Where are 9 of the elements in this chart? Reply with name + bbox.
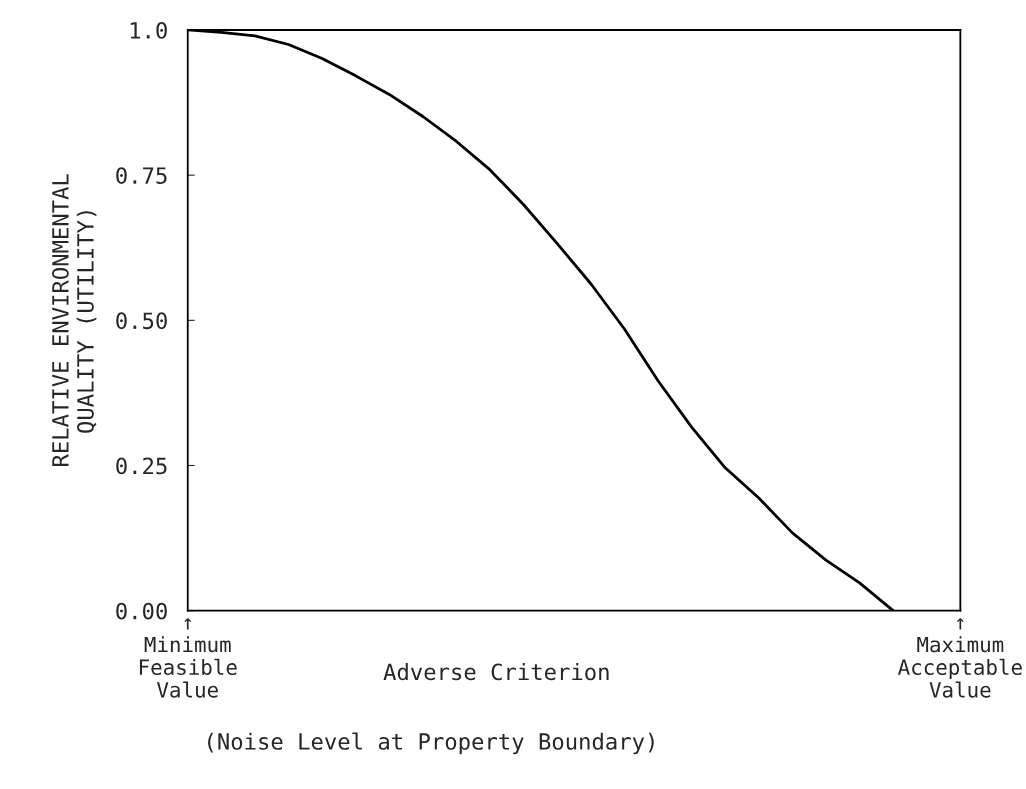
y-tick-label: 0.00 [116, 602, 167, 620]
text: (Noise Level at Property Boundary) [208, 732, 654, 755]
y-tick-label: 0.75 [116, 167, 167, 184]
y-axis-title: RELATIVE ENVIRONMENTAL QUALITY (UTILITY) [51, 174, 97, 466]
x-tick-label: ↑ Maximum Acceptable Value [898, 618, 1022, 698]
y-tick-label: 1.0 [130, 21, 167, 39]
y-tick-label: 0.50 [116, 312, 167, 330]
y-tick-label: 0.25 [116, 457, 167, 475]
x-axis-title: Adverse Criterion [383, 663, 609, 681]
